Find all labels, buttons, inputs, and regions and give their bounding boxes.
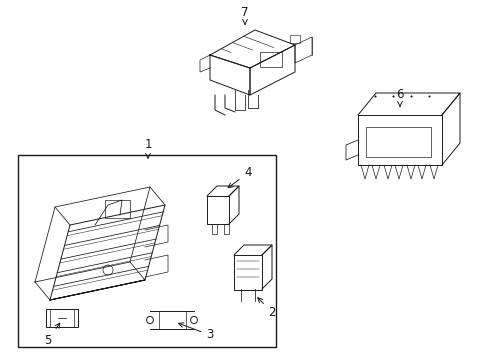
Bar [46,309,78,327]
Bar [234,255,262,290]
Text: 4: 4 [227,166,251,188]
Text: 3: 3 [178,323,213,342]
Bar [105,200,130,218]
Bar [260,52,282,67]
Text: 2: 2 [257,298,275,319]
Text: 1: 1 [144,139,151,158]
Text: 7: 7 [241,5,248,24]
Bar [289,35,299,43]
Text: 5: 5 [44,323,60,346]
Bar [206,196,228,224]
Text: 6: 6 [395,87,403,106]
Bar [365,127,430,157]
Bar [18,155,275,347]
